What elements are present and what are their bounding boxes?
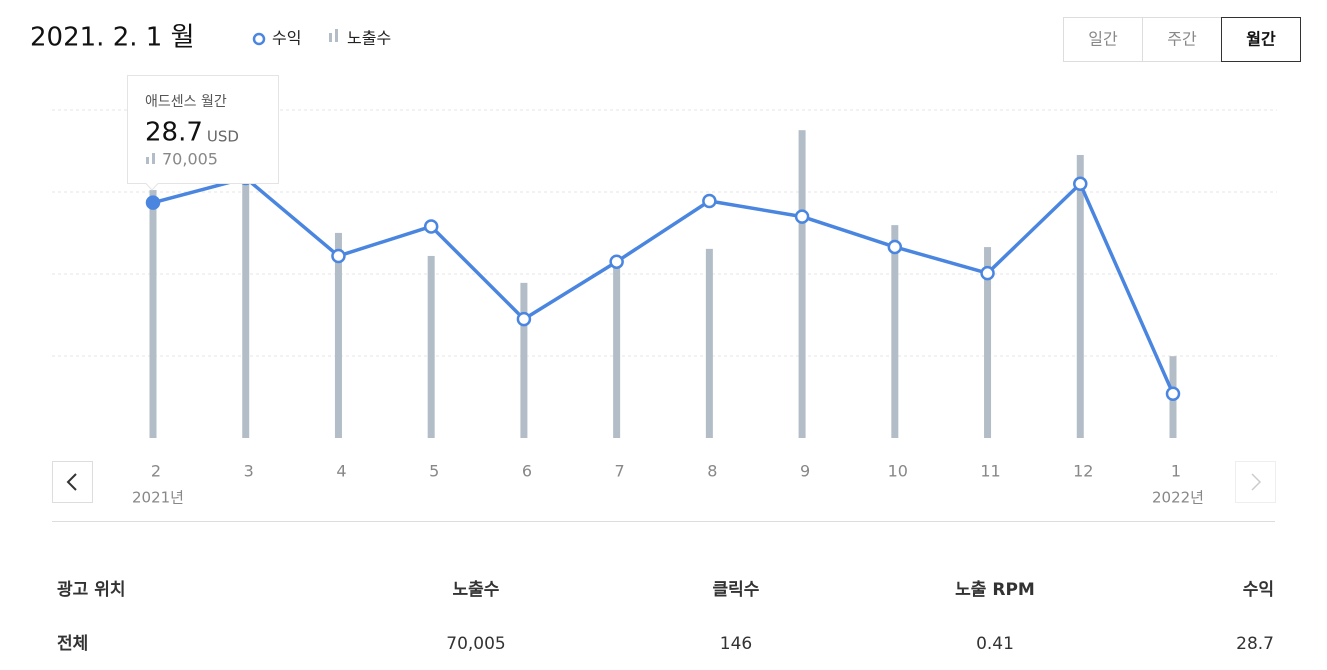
table-header: 광고 위치 <box>57 580 125 600</box>
date-title: 2021. 2. 1 월 <box>30 23 195 53</box>
plot <box>145 130 1181 439</box>
point <box>145 195 161 210</box>
period-button-label[interactable]: 일간 <box>1088 30 1118 49</box>
tooltip-value: 28.7 <box>145 118 203 148</box>
legend-icon-line <box>252 32 266 46</box>
table-header: 수익 <box>1243 580 1274 600</box>
point <box>609 254 624 269</box>
legend-icon-bar <box>329 33 332 42</box>
x-tick-label: 2 <box>151 462 161 481</box>
x-tick-label: 5 <box>429 462 439 481</box>
tooltip-impressions: 70,005 <box>162 150 218 169</box>
prev-arrow <box>66 473 77 491</box>
x-tick-label: 7 <box>615 462 625 481</box>
point <box>1165 386 1181 401</box>
tooltip-bar-icon <box>152 153 155 164</box>
period-button[interactable] <box>1063 17 1143 62</box>
point <box>887 239 903 255</box>
next-arrow <box>1251 473 1262 491</box>
x-tick-label: 11 <box>980 462 1000 481</box>
x-tick-label: 6 <box>522 462 532 481</box>
tooltip: 애드센스 월간 28.7 USD 70,005 <box>127 75 279 191</box>
bar <box>984 247 992 438</box>
table-header: 노출수 <box>453 580 500 600</box>
point <box>980 265 995 281</box>
next-box[interactable] <box>1235 461 1276 503</box>
x-tick-label: 9 <box>800 462 810 481</box>
legend-icon-bar <box>335 29 338 42</box>
point <box>423 219 439 234</box>
table-cell: 146 <box>720 634 752 654</box>
x-tick-label: 8 <box>707 462 717 481</box>
legend-label: 수익 <box>272 29 301 48</box>
table-cell: 28.7 <box>1236 634 1274 654</box>
bar <box>242 170 250 438</box>
x-tick-label: 4 <box>336 462 346 481</box>
x-tick-label: 1 <box>1171 462 1181 481</box>
line <box>152 176 1175 395</box>
x-tick-label: 12 <box>1073 462 1093 481</box>
table-header: 클릭수 <box>713 580 760 600</box>
x-year-label: 2021년 <box>132 489 184 507</box>
point <box>331 248 346 264</box>
tooltip-unit: USD <box>207 128 239 146</box>
bar <box>891 225 899 438</box>
bar <box>427 255 435 438</box>
period-button[interactable] <box>1142 17 1222 62</box>
legend-label: 노출수 <box>347 29 391 48</box>
table-cell: 전체 <box>57 634 88 654</box>
x-tick-label: 10 <box>888 462 908 481</box>
table-cell: 70,005 <box>446 634 505 654</box>
table-cell: 0.41 <box>976 634 1014 654</box>
bar <box>613 261 621 438</box>
bar <box>705 248 713 438</box>
table-header: 노출 RPM <box>955 580 1035 600</box>
x-year-label: 2022년 <box>1152 489 1204 507</box>
bar <box>334 232 342 438</box>
period-button-label[interactable]: 주간 <box>1167 30 1197 49</box>
tooltip-box <box>127 75 279 191</box>
point <box>1073 176 1088 192</box>
point <box>702 193 717 209</box>
bar <box>520 282 528 438</box>
period-buttons: 일간 주간 월간 <box>1063 17 1301 62</box>
point <box>516 311 532 327</box>
tooltip-title: 애드센스 월간 <box>145 94 227 110</box>
bar <box>149 190 157 438</box>
x-tick-label: 3 <box>244 462 254 481</box>
next-button[interactable] <box>1235 461 1276 503</box>
tooltip-bar-icon <box>146 157 149 164</box>
prev-button[interactable] <box>52 461 93 503</box>
bar <box>1076 154 1084 439</box>
prev-box[interactable] <box>52 461 93 503</box>
bar <box>798 130 806 438</box>
point <box>794 209 810 224</box>
period-button-label[interactable]: 월간 <box>1246 30 1276 49</box>
period-button[interactable] <box>1221 17 1301 62</box>
